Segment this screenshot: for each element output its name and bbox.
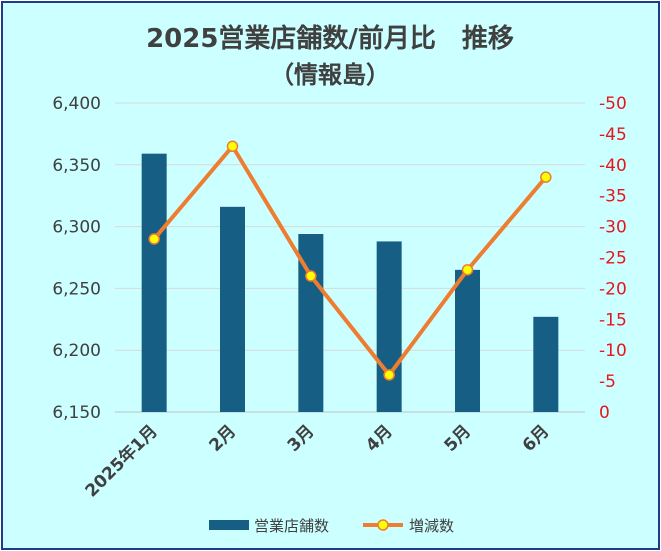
line-series: [148, 140, 552, 381]
left-tick-label: 6,400: [52, 94, 101, 114]
chart-title: 2025営業店舗数/前月比 推移: [146, 23, 514, 54]
line-point: [226, 140, 239, 153]
right-tick-label: -35: [599, 187, 627, 207]
line-point: [383, 369, 395, 381]
line-point: [305, 270, 317, 282]
line-point: [540, 171, 552, 183]
right-tick-label: -25: [599, 249, 627, 269]
line-point: [148, 233, 160, 245]
right-tick-label: -15: [599, 310, 627, 330]
x-tick-label: 5月: [440, 421, 475, 456]
left-tick-label: 6,350: [52, 156, 101, 176]
x-axis: 2025年1月 2月 3月 4月 5月 6月: [81, 421, 553, 502]
right-tick-label: -50: [599, 94, 627, 114]
right-tick-label: -45: [599, 125, 627, 145]
chart-subtitle: （情報島）: [270, 61, 390, 89]
x-tick-label: 2月: [205, 421, 240, 456]
legend-swatch-bar: [209, 520, 249, 530]
bar-series: [141, 153, 559, 412]
left-tick-label: 6,150: [52, 403, 101, 423]
right-tick-label: -20: [599, 279, 627, 299]
x-tick-label: 4月: [362, 421, 397, 456]
right-tick-label: -40: [599, 156, 627, 176]
series-line: [152, 144, 548, 377]
right-tick-label: -10: [599, 341, 627, 361]
left-axis: 6,400 6,350 6,300 6,250 6,200 6,150: [52, 94, 101, 423]
bar: [533, 316, 559, 412]
legend-swatch-marker: [377, 519, 389, 531]
x-tick-label: 2025年1月: [81, 421, 162, 502]
right-axis: -50-45-40-35-30-25-20-15-10-50: [599, 94, 627, 423]
legend-label: 増減数: [409, 517, 454, 535]
line-point: [461, 264, 474, 276]
left-tick-label: 6,300: [52, 218, 101, 238]
gridlines: [115, 102, 585, 413]
legend: 営業店舗数 増減数: [209, 517, 454, 535]
bar: [376, 241, 402, 412]
left-tick-label: 6,250: [52, 279, 101, 299]
left-tick-label: 6,200: [52, 341, 101, 361]
right-tick-label: -30: [599, 218, 627, 238]
bar: [220, 206, 245, 412]
bar: [141, 153, 167, 412]
right-tick-label: 0: [599, 403, 610, 423]
x-tick-label: 6月: [519, 421, 554, 456]
right-tick-label: -5: [599, 372, 616, 392]
bar: [455, 269, 480, 412]
chart-svg: 2025営業店舗数/前月比 推移 （情報島） 6,4006,3506,3006,…: [52, 23, 627, 535]
x-tick-label: 3月: [284, 421, 319, 456]
legend-label: 営業店舗数: [254, 517, 329, 535]
